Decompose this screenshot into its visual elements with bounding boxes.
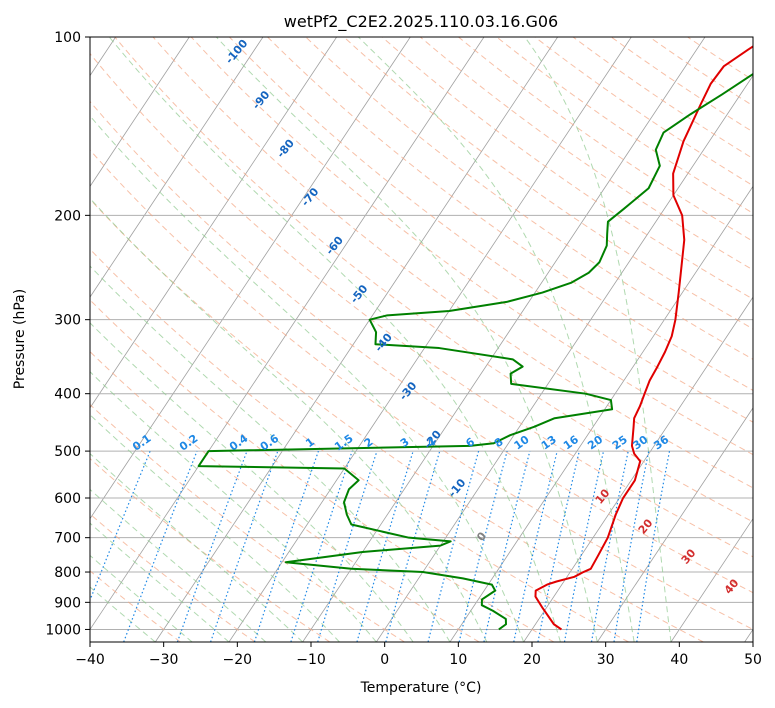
dry-adiabat-line [381,37,753,300]
mixing-ratio-line [317,450,378,642]
dry-adiabat-line [90,149,753,630]
x-tick-label: 0 [380,652,389,668]
moist-adiabat-line [108,37,561,642]
mixing-ratio-line [253,450,319,642]
temperature-profile-line [534,45,753,631]
x-tick-label: 20 [523,652,541,668]
dry-adiabat-line [90,100,753,594]
isotherm-line [670,517,753,642]
dry-adiabat-line [152,37,753,489]
x-tick-label: −10 [296,652,326,668]
moist-adiabat-line [90,488,267,642]
moist-adiabat-line [90,115,525,642]
isotherm-line [596,407,753,642]
dry-adiabat-line [90,299,555,642]
dry-adiabat-line [343,37,753,330]
y-tick-label: 100 [54,30,81,46]
isotherm-line [523,296,753,642]
dry-adiabat-line [267,37,753,391]
moist-adiabat-line [90,452,303,642]
x-tick-label: 30 [597,652,615,668]
y-tick-label: 800 [54,565,81,581]
x-tick-label: −30 [149,652,179,668]
mixing-ratio-line [210,450,279,642]
mixing-ratio-line [613,450,650,642]
moist-adiabat-line [90,322,414,642]
isotherm-line [228,37,632,642]
mixing-ratio-line [563,450,605,642]
y-tick-label: 900 [54,595,81,611]
moist-adiabat-line [90,522,230,642]
isotherm-line [90,37,411,520]
x-tick-label: 10 [449,652,467,668]
axes: −40 −30 −20 −10 0 10 20 30 40 50 100 200 300 400 500 60… [45,30,762,668]
mixing-ratio-line [427,450,480,642]
y-axis-title: Pressure (hPa) [12,289,28,389]
y-tick-label: 600 [54,491,81,507]
chart-title: wetPf2_C2E2.2025.110.03.16.G06 [284,12,558,32]
dewpoint-profile-line [197,72,753,631]
y-tick-label: 500 [54,444,81,460]
x-tick-label: −20 [223,652,253,668]
y-tick-label: 400 [54,387,81,403]
x-tick-label: 40 [670,652,688,668]
mixing-ratio-line [356,450,414,642]
y-tick-label: 1000 [45,622,81,638]
moist-adiabat-line [215,37,598,642]
isotherm-line [90,37,264,298]
dry-adiabat-line [305,37,753,360]
isotherm-line [302,37,706,642]
y-tick-label: 200 [54,208,81,224]
mixing-ratio-line [458,450,508,642]
mixing-ratio-line [385,450,441,642]
dry-adiabat-line [229,37,753,423]
isotherm-line [449,185,753,642]
sounding-profiles [197,45,753,631]
mixing-ratio-line [636,450,671,642]
moist-adiabat-line [90,265,451,642]
y-tick-label: 300 [54,313,81,329]
x-tick-label: 50 [744,652,762,668]
isotherm-line [90,37,338,409]
x-axis-title: Temperature (°C) [360,680,482,696]
isotherm-line [154,37,559,642]
dry-adiabat-line [190,37,753,456]
mixing-ratio-line [290,450,353,642]
mixing-ratio-line [513,450,558,642]
y-tick-label: 700 [54,531,81,547]
plot-frame [89,36,754,643]
dry-adiabat-line [90,52,753,558]
dry-adiabat-line [572,37,753,160]
mixing-ratio-line [590,450,629,642]
x-tick-label: −40 [75,652,105,668]
mixing-ratio-line [176,450,248,642]
moist-adiabat-line [524,37,672,642]
moist-adiabat-line [357,37,635,642]
moist-adiabat-line [90,371,377,642]
